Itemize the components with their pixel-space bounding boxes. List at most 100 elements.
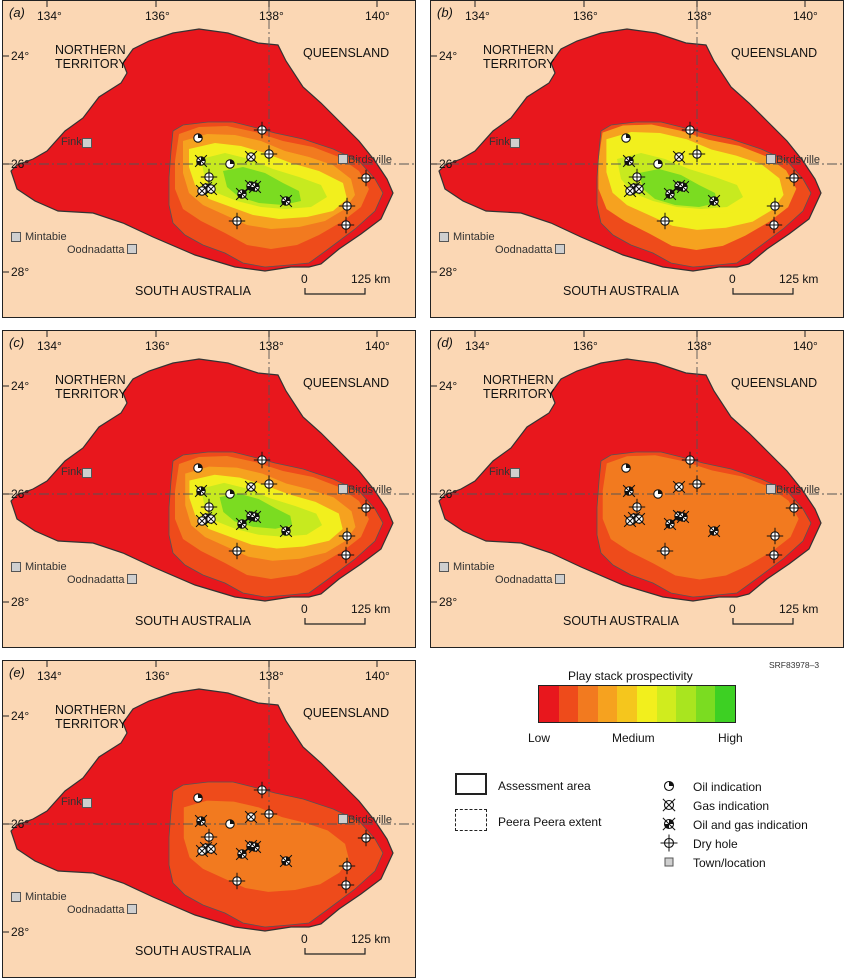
panel-label: (a) [9,5,25,20]
region-label-nt-1: NORTHERN [483,43,554,57]
figure-code: SRF83978–3 [769,660,820,670]
longitude-label: 136° [573,9,598,23]
oil-gas-indication-icon [248,840,262,854]
ramp-swatch [578,686,598,722]
gas-indication-icon [632,512,646,526]
town-label-finke: Finke [489,136,516,148]
panel-label: (e) [9,665,25,680]
oil-indication-icon [653,159,663,169]
map-panel-a: (a) 134° 136° 138° 140° 24° 26° 28° NORTHERN TERR… [2,0,416,318]
dry-hole-icon [765,546,783,564]
ramp-swatch [715,686,735,722]
gas-indication-icon [244,150,258,164]
ramp-high-label: High [718,731,743,745]
assessment-area-swatch [455,773,487,795]
ramp-low-label: Low [528,731,551,745]
dry-hole-icon [688,145,706,163]
town-label-mintabie: Mintabie [453,231,495,243]
region-label-nt-2: TERRITORY [55,57,127,71]
scale-bar [304,288,366,295]
legend-well-symbols [660,780,678,867]
region-label-nt-1: NORTHERN [55,373,126,387]
oil-gas-indication-icon [676,180,690,194]
town-marker-birdsville [766,484,776,494]
gas-indication-icon [672,480,686,494]
region-label-qld: QUEENSLAND [303,706,390,720]
oil-indication-icon [225,819,235,829]
town-marker-finke [82,138,92,148]
region-label-sa: SOUTH AUSTRALIA [135,614,251,628]
latitude-label: 26° [439,487,458,501]
scale-bar [304,948,366,955]
dry-hole-icon [253,121,271,139]
oil-gas-indication-icon [248,510,262,524]
oil-indication-icon [225,159,235,169]
town-label-mintabie: Mintabie [453,561,495,573]
dry-hole-icon [357,169,375,187]
oil-indication-icon [663,780,675,792]
town-marker-oodnadatta [555,244,565,254]
town-marker-oodnadatta [127,244,137,254]
ramp-swatch [636,686,657,722]
ramp-swatch [617,686,637,722]
panel-label: (c) [9,335,25,350]
town-marker-oodnadatta [127,904,137,914]
latitude-label: 28° [439,265,458,279]
map-panel-c: (c) 134° 136° 138° 140° 24° 26° 28° NORTHERN TERR… [2,330,416,648]
legend-title: Play stack prospectivity [568,669,693,683]
legend-gas: Gas indication [693,799,770,813]
ramp-medium-label: Medium [612,731,655,745]
dry-hole-icon [357,829,375,847]
town-marker-finke [510,468,520,478]
gas-indication-icon [204,842,218,856]
scale-km: 125 km [351,272,391,286]
town-label-birdsville: Birdsville [348,484,393,496]
dry-hole-icon [337,216,355,234]
longitude-label: 140° [793,339,818,353]
prospectivity-map [431,331,843,625]
town-marker-birdsville [338,814,348,824]
town-label-birdsville: Birdsville [348,154,393,166]
oil-gas-indication-icon [707,194,721,208]
oil-indication-icon [621,133,631,143]
town-label-mintabie: Mintabie [25,561,67,573]
prospectivity-map [431,1,843,295]
oil-gas-indication-icon [235,517,249,531]
gas-indication-icon [195,184,209,198]
dry-hole-icon [656,542,674,560]
prospectivity-map [3,331,415,625]
oil-gas-indication-icon [235,187,249,201]
latitude-label: 24° [11,709,30,723]
oil-gas-indication-icon [662,817,676,831]
town-label-oodnadatta: Oodnadatta [495,244,553,256]
dry-hole-icon [337,876,355,894]
oil-gas-indication-icon [622,484,636,498]
region-label-nt-1: NORTHERN [483,373,554,387]
town-label-finke: Finke [61,466,88,478]
oil-gas-indication-icon [279,524,293,538]
town-marker-birdsville [338,154,348,164]
dry-hole-icon [260,805,278,823]
peera-peera-extent [168,121,384,268]
town-label-finke: Finke [61,796,88,808]
dry-hole-icon [765,216,783,234]
latitude-label: 28° [439,595,458,609]
region-label-nt-2: TERRITORY [483,387,555,401]
gas-indication-icon [195,514,209,528]
town-label-birdsville: Birdsville [776,154,821,166]
scale-km: 125 km [779,602,819,616]
latitude-label: 26° [439,157,458,171]
ramp-swatch [676,686,696,722]
dry-hole-icon [785,169,803,187]
dry-hole-icon [338,527,356,545]
dry-hole-icon [766,197,784,215]
legend-town: Town/location [693,856,766,870]
town-marker-oodnadatta [555,574,565,584]
prospectivity-zone [183,800,349,892]
map-panel-d: (d) 134° 136° 138° 140° 24° 26° 28° NORTHERN TERR… [430,330,844,648]
region-label-sa: SOUTH AUSTRALIA [135,944,251,958]
oil-gas-indication-icon [676,510,690,524]
longitude-label: 136° [573,339,598,353]
longitude-label: 134° [465,339,490,353]
longitude-label: 138° [259,9,284,23]
